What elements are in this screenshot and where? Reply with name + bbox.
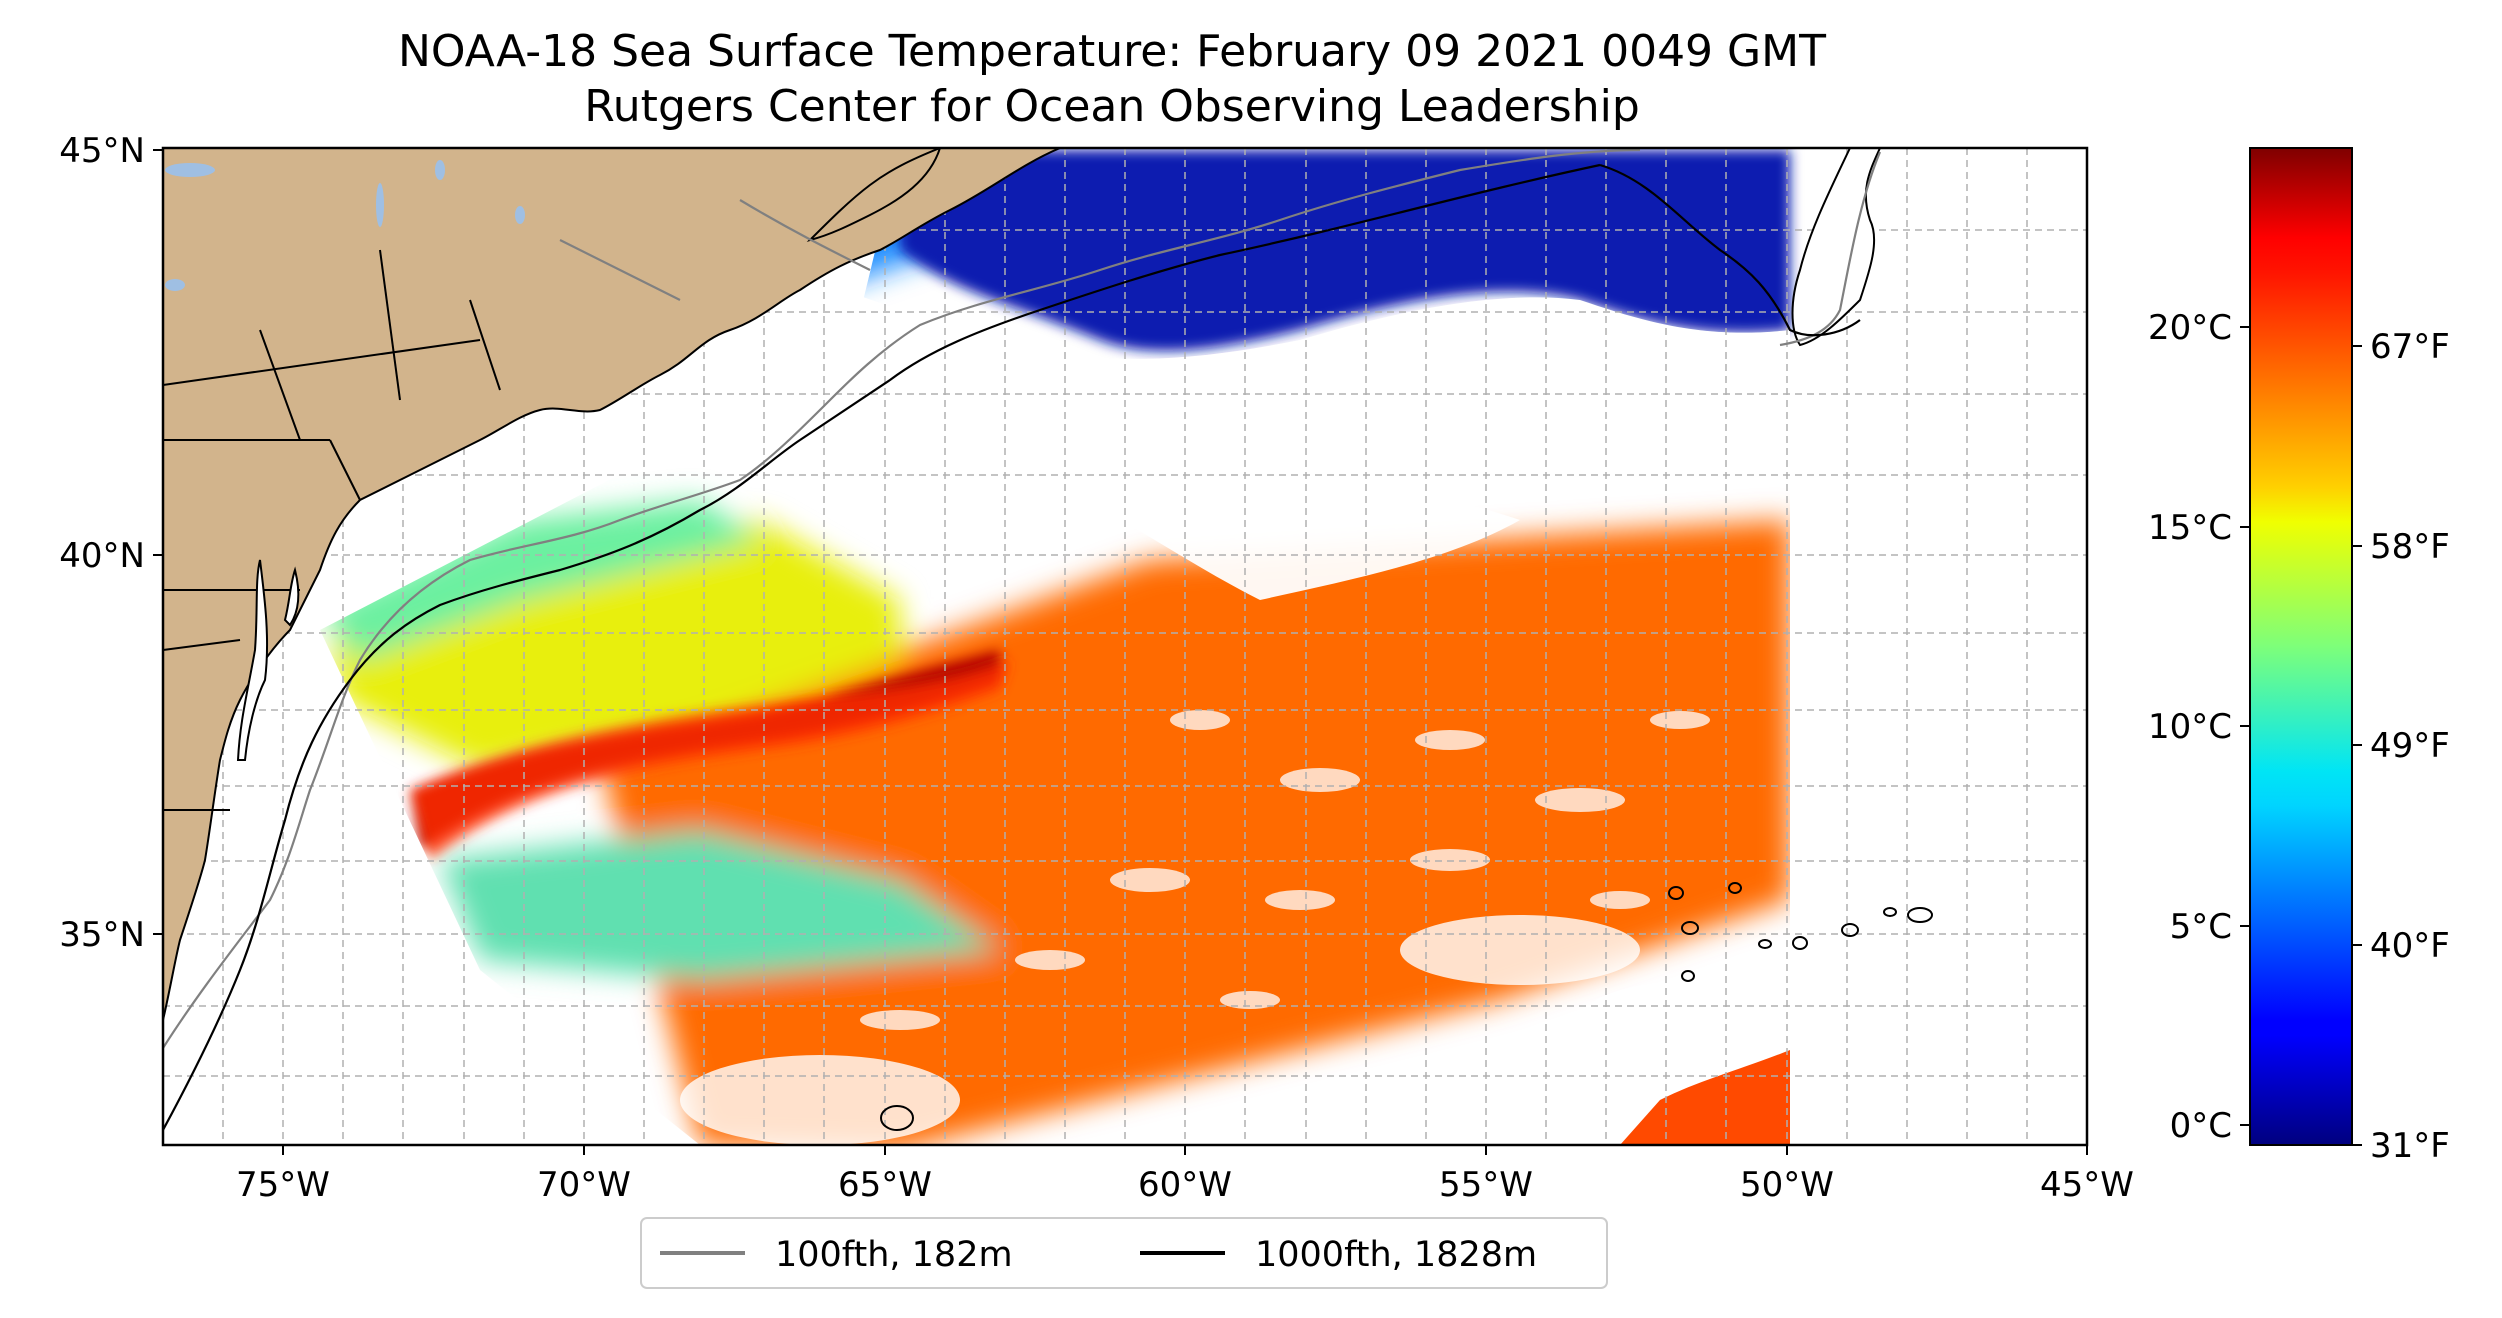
colorbar-celsius-label: 15°C	[2148, 508, 2232, 548]
legend: 100fth, 182m 1000fth, 1828m	[640, 1217, 1608, 1289]
gridlines	[163, 148, 2087, 1145]
legend-label-1000fth: 1000fth, 1828m	[1255, 1235, 1537, 1275]
map-panel	[163, 148, 2087, 1145]
colorbar-fahrenheit-label: 49°F	[2370, 726, 2450, 766]
lat-axis: 35°N 40°N 45°N	[59, 131, 163, 955]
lon-tick-label: 60°W	[1138, 1165, 1232, 1205]
isobath-1000fth	[163, 163, 1861, 1131]
bermuda	[880, 1105, 914, 1131]
lon-tick-label: 50°W	[1740, 1165, 1834, 1205]
lat-tick-label: 35°N	[59, 915, 145, 955]
lon-tick-label: 75°W	[236, 1165, 330, 1205]
bays	[236, 559, 300, 761]
lon-axis: 75°W 70°W 65°W 60°W 55°W 50°W 45°W	[236, 1145, 2134, 1205]
isobath-100fth	[163, 148, 1882, 1049]
colorbar-celsius-label: 0°C	[2170, 1106, 2232, 1146]
state-borders	[163, 249, 501, 811]
colorbar: 0°C 5°C 10°C 15°C 20°C 31°F 40°F 49°F 58…	[2148, 147, 2450, 1166]
colorbar-fahrenheit-ticks	[2352, 345, 2362, 1146]
sst-shelf	[320, 500, 760, 660]
sst-southeast-strip	[1620, 1050, 1790, 1145]
colorbar-gradient	[2249, 147, 2353, 1146]
figure-subtitle: Rutgers Center for Ocean Observing Leade…	[584, 81, 1640, 132]
seamounts	[1668, 882, 1933, 982]
colorbar-fahrenheit-label: 67°F	[2370, 327, 2450, 367]
lon-tick-label: 45°W	[2040, 1165, 2134, 1205]
lakes	[165, 160, 525, 291]
lat-tick-label: 40°N	[59, 536, 145, 576]
land	[163, 148, 1882, 1131]
sst-south-band	[440, 830, 1000, 980]
colorbar-celsius-label: 20°C	[2148, 308, 2232, 348]
colorbar-celsius-label: 5°C	[2170, 907, 2232, 947]
map-frame	[161, 146, 2089, 1147]
lon-tick-label: 70°W	[537, 1165, 631, 1205]
colorbar-fahrenheit-label: 40°F	[2370, 926, 2450, 966]
colorbar-fahrenheit-label: 31°F	[2370, 1126, 2450, 1166]
lon-tick-label: 55°W	[1439, 1165, 1533, 1205]
north-american-coast	[163, 148, 1061, 1021]
lon-tick-label: 65°W	[838, 1165, 932, 1205]
newfoundland	[1791, 148, 1882, 347]
legend-box	[640, 1217, 1608, 1289]
colorbar-fahrenheit-label: 58°F	[2370, 527, 2450, 567]
figure-title: NOAA-18 Sea Surface Temperature: Februar…	[398, 26, 1826, 77]
lat-tick-label: 45°N	[59, 131, 145, 171]
colorbar-celsius-label: 10°C	[2148, 707, 2232, 747]
sst-northeast-band	[900, 150, 1790, 351]
colorbar-celsius-ticks	[2240, 326, 2250, 1126]
legend-label-100fth: 100fth, 182m	[775, 1235, 1013, 1275]
